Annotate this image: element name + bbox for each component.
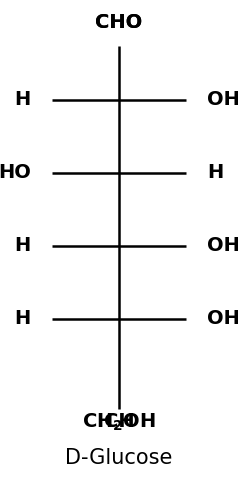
- Text: CHO: CHO: [95, 13, 143, 32]
- Text: OH: OH: [207, 90, 238, 110]
- Text: OH: OH: [207, 236, 238, 256]
- Text: HO: HO: [0, 163, 31, 183]
- Text: CH: CH: [104, 412, 134, 431]
- Text: D-Glucose: D-Glucose: [65, 448, 173, 468]
- Text: OH: OH: [207, 309, 238, 329]
- Text: H: H: [15, 236, 31, 256]
- Text: H: H: [15, 90, 31, 110]
- Text: CHO: CHO: [95, 13, 143, 32]
- Text: $\mathbf{CH_2OH}$: $\mathbf{CH_2OH}$: [82, 412, 156, 433]
- Text: H: H: [207, 163, 223, 183]
- Text: H: H: [15, 309, 31, 329]
